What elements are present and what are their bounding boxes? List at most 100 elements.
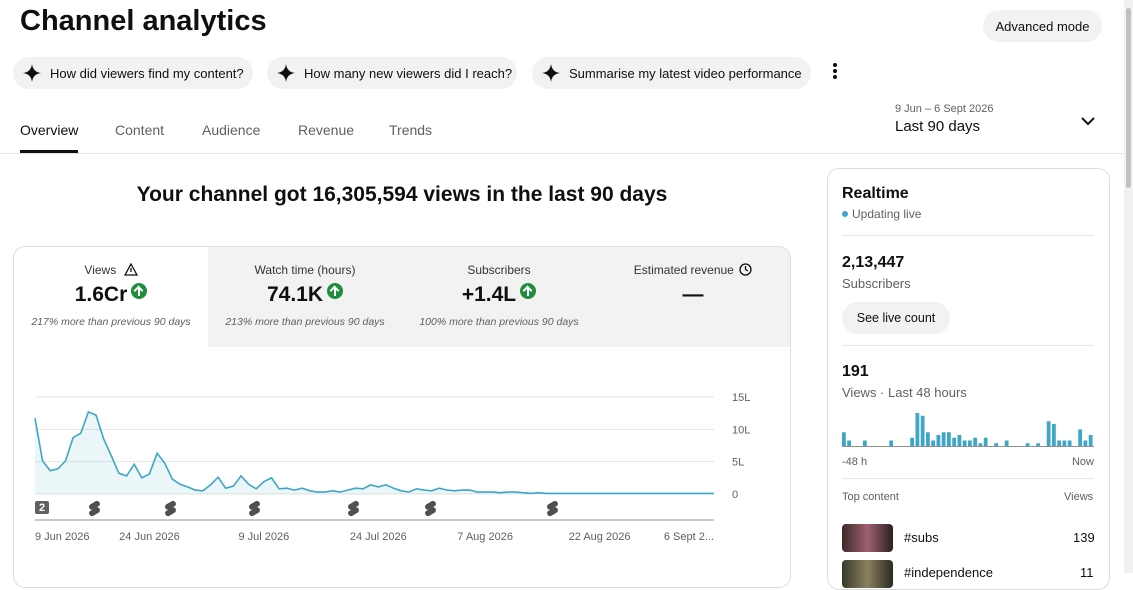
bar (1083, 440, 1088, 446)
metric-card[interactable]: Subscribers +1.4L 100% more than previous … (402, 247, 597, 347)
bar (973, 437, 978, 446)
realtime-title: Realtime (842, 185, 909, 202)
sparkle-icon (23, 64, 41, 82)
divider (842, 235, 1094, 236)
metric-card[interactable]: Views 1.6Cr 217% more than previous 90 da… (14, 247, 209, 347)
x-start-label: -48 h (842, 456, 867, 468)
subscriber-label: Subscribers (842, 276, 911, 291)
bar (968, 440, 972, 446)
tab[interactable]: Content (115, 122, 165, 138)
y-tick-label: 0 (732, 489, 738, 501)
y-tick-label: 5L (732, 457, 744, 469)
bar (910, 437, 915, 446)
suggestion-text: How many new viewers did I reach? (304, 65, 513, 81)
up-icon (520, 283, 537, 299)
date-range-label[interactable]: Last 90 days (895, 118, 981, 135)
clock-icon (739, 263, 752, 276)
suggestion-text: How did viewers find my content? (50, 65, 244, 81)
bar (1067, 440, 1072, 446)
bar (1052, 424, 1056, 446)
y-tick-label: 15L (732, 392, 750, 404)
live-count-button[interactable]: See live count (842, 302, 950, 334)
divider (842, 478, 1094, 479)
x-tick-label: 7 Aug 2026 (457, 531, 513, 543)
metric-card[interactable]: Watch time (hours) 74.1K 213% more than pr… (208, 247, 403, 347)
metric-card[interactable]: Estimated revenue — (596, 247, 790, 347)
metric-value: — (682, 283, 704, 306)
y-tick-label: 10L (732, 424, 750, 436)
tab[interactable]: Revenue (298, 122, 355, 138)
metric-label: Views (84, 263, 117, 277)
sparkle-icon (542, 64, 560, 82)
live-dot (842, 211, 848, 217)
tab[interactable]: Trends (389, 122, 433, 138)
shorts-icon (425, 500, 436, 517)
bar (1036, 443, 1041, 446)
metric-note: 217% more than previous 90 days (31, 316, 191, 328)
bar (920, 415, 925, 446)
bar (915, 413, 920, 446)
page: Channel analytics Advanced mode How did … (0, 0, 1133, 573)
content-name[interactable]: #subs (904, 530, 939, 545)
suggestion-chip[interactable]: How many new viewers did I reach? (267, 57, 517, 89)
top-content-title: Top content (842, 491, 899, 503)
advanced-mode-button[interactable]: Advanced mode (983, 10, 1102, 42)
bar (1057, 440, 1062, 446)
metric-value: +1.4L (461, 283, 517, 306)
x-tick-label: 24 Jun 2026 (119, 531, 180, 543)
bar (941, 432, 946, 446)
metric-label: Watch time (hours) (254, 263, 356, 277)
bar (1078, 429, 1083, 446)
subscriber-count: 2,13,447 (842, 254, 905, 271)
sparkle-icon (277, 64, 295, 82)
thumbnail (842, 560, 893, 588)
bar (1088, 435, 1093, 446)
metric-label: Subscribers (467, 263, 531, 277)
metric-label: Estimated revenue (633, 263, 734, 277)
divider (0, 153, 1124, 154)
suggestion-chip[interactable]: How did viewers find my content? (13, 57, 253, 89)
bar (983, 437, 988, 446)
up-icon (131, 283, 148, 299)
date-range-dates: 9 Jun – 6 Sept 2026 (895, 103, 994, 115)
shorts-icon (348, 500, 359, 517)
scrollbar[interactable] (1124, 0, 1133, 573)
bar (952, 437, 957, 446)
thumbnail (842, 524, 893, 552)
bar (842, 432, 846, 446)
views-chart: 0 5L 10L 15L 2 9 Jun 2026 24 Jun 2026 9 Jul 202… (34, 392, 750, 543)
tab[interactable]: Audience (202, 122, 261, 138)
realtime-chart: -48 h Now (842, 413, 1094, 468)
realtime-status: Updating live (852, 207, 922, 221)
x-tick-label: 9 Jul 2026 (238, 531, 289, 543)
shorts-icon (165, 500, 176, 517)
more-menu[interactable] (829, 62, 841, 80)
x-end-label: Now (1072, 456, 1094, 468)
tab-underline (20, 150, 78, 153)
video-badge-count: 2 (39, 502, 45, 514)
bar (994, 443, 999, 446)
bar (1004, 440, 1009, 446)
x-tick-label: 24 Jul 2026 (350, 531, 407, 543)
bar (931, 440, 936, 446)
bar (1062, 440, 1067, 446)
bar (1046, 421, 1051, 446)
suggestion-chip[interactable]: Summarise my latest video performance (532, 57, 811, 89)
bar (957, 435, 962, 446)
x-tick-label: 9 Jun 2026 (35, 531, 89, 543)
bar (936, 435, 941, 446)
bar (847, 440, 852, 446)
bar (889, 440, 894, 446)
shorts-icon (547, 500, 558, 517)
dropdown-arrow[interactable] (1080, 115, 1096, 127)
suggestion-text: Summarise my latest video performance (569, 65, 802, 81)
bar (926, 432, 930, 446)
views-count: 191 (842, 363, 869, 380)
tab-overview[interactable]: Overview (20, 122, 79, 138)
bar (947, 432, 951, 446)
headline: Your channel got 16,305,594 views in the… (136, 183, 668, 206)
content-views: 139 (1073, 530, 1095, 545)
metric-value: 74.1K (266, 283, 324, 306)
shorts-icon (249, 500, 260, 517)
metric-note: 213% more than previous 90 days (225, 316, 385, 328)
